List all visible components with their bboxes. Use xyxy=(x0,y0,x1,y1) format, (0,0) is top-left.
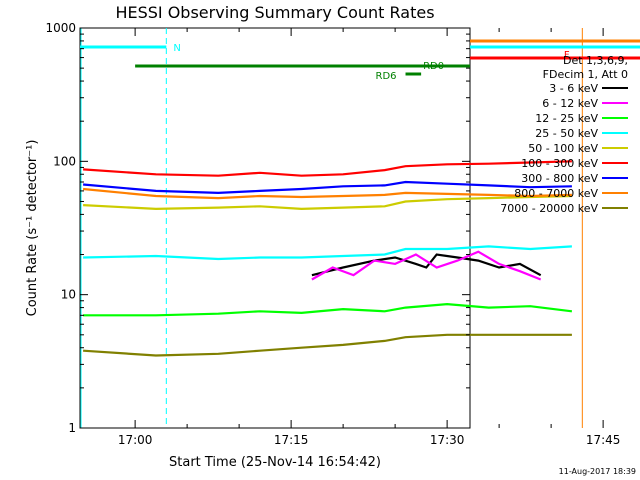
flag-label: N xyxy=(173,43,180,54)
legend-entry: 800 - 7000 keV xyxy=(514,187,598,200)
legend-entry: 3 - 6 keV xyxy=(549,82,598,95)
series-line xyxy=(83,302,573,317)
flag-label: RD6 xyxy=(376,71,397,82)
plot-frame xyxy=(79,27,471,429)
y-axis-label: Count Rate (s⁻¹ detector⁻¹) xyxy=(25,140,40,317)
legend-header: Det 1,3,6,9, xyxy=(563,54,628,67)
series-line xyxy=(82,187,572,200)
y-tick-label: 1 xyxy=(68,421,76,435)
flag-bars: NFSRD6RD0 xyxy=(80,39,640,82)
legend-header: FDecim 1, Att 0 xyxy=(543,68,628,81)
series-line xyxy=(83,194,572,211)
x-tick-label: 17:00 xyxy=(118,433,153,447)
x-tick-label: 17:15 xyxy=(274,433,309,447)
y-axis: 1 10 100 1000 xyxy=(45,21,470,435)
flag-label: F xyxy=(564,50,570,61)
series-line xyxy=(83,245,572,261)
y-tick-label: 100 xyxy=(53,154,76,168)
vertical-markers xyxy=(80,28,583,428)
series-line xyxy=(311,250,542,281)
legend-entry: 100 - 300 keV xyxy=(521,157,598,170)
y-tick-label: 10 xyxy=(61,288,76,302)
series-line xyxy=(83,180,572,195)
legend-entry: 25 - 50 keV xyxy=(535,127,598,140)
legend-entry: 300 - 800 keV xyxy=(521,172,598,185)
legend-entry: 50 - 100 keV xyxy=(528,142,598,155)
chart-title: HESSI Observing Summary Count Rates xyxy=(115,3,434,22)
timestamp: 11-Aug-2017 18:39 xyxy=(559,467,636,476)
series-line xyxy=(83,160,572,177)
legend-entry: 12 - 25 keV xyxy=(535,112,598,125)
legend-entry: 7000 - 20000 keV xyxy=(500,202,598,215)
series-line xyxy=(311,253,542,277)
legend: Det 1,3,6,9,FDecim 1, Att 03 - 6 keV 6 - … xyxy=(500,54,628,215)
flag-label: RD0 xyxy=(423,61,444,72)
legend-entry: 6 - 12 keV xyxy=(542,97,598,110)
y-tick-label: 1000 xyxy=(45,21,76,35)
series-lines xyxy=(82,160,573,357)
series-line xyxy=(83,333,572,357)
x-axis-label: Start Time (25-Nov-14 16:54:42) xyxy=(169,455,381,470)
x-tick-label: 17:45 xyxy=(586,433,621,447)
x-tick-label: 17:30 xyxy=(430,433,465,447)
